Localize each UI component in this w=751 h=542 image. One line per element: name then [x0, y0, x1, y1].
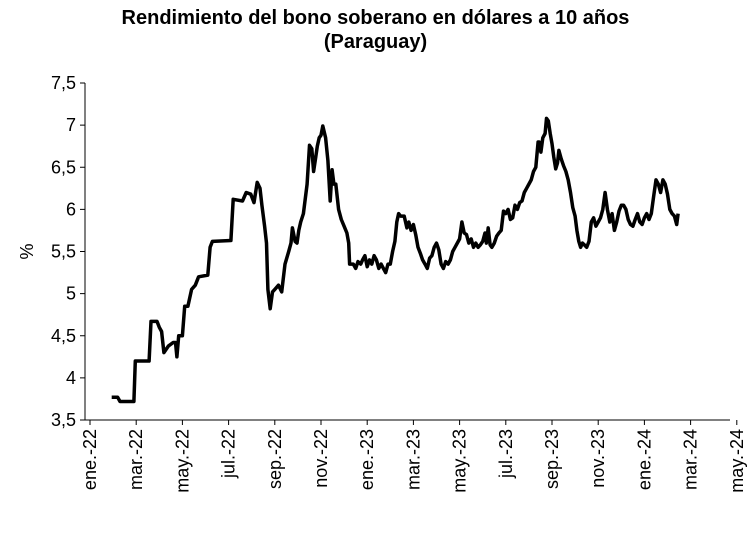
x-tick-label: may.-23 [450, 429, 470, 493]
x-axis-ticks: ene.-22 mar.-22 may.-22 jul.-22 sep.-22 nov.-… [80, 420, 747, 493]
chart-title-line: Rendimiento del bono soberano en dólares… [121, 7, 630, 29]
series-line [111, 116, 680, 404]
chart-subtitle-line: (Paraguay) [323, 31, 428, 53]
y-tick-label: 6,5 [51, 157, 76, 177]
x-tick-label: sep.-22 [265, 429, 285, 489]
y-tick-label: 5 [66, 284, 76, 304]
x-tick-label: ene.-23 [357, 429, 377, 490]
chart-title: Rendimiento del bono soberano en dólares… [0, 6, 751, 54]
x-tick-label: mar.-23 [403, 429, 423, 490]
x-tick-label: jul.-22 [219, 429, 239, 479]
y-tick-label: 4 [66, 368, 76, 388]
x-tick-label: mar.-24 [681, 429, 701, 490]
y-tick-label: 7 [66, 115, 76, 135]
x-tick-label: sep.-23 [542, 429, 562, 489]
x-tick-label: ene.-22 [80, 429, 100, 490]
x-tick-label: nov.-23 [588, 429, 608, 488]
y-tick-label: 4,5 [51, 326, 76, 346]
x-tick-label: jul.-23 [496, 429, 516, 479]
x-tick-label: nov.-22 [311, 429, 331, 488]
series-group [111, 116, 680, 404]
x-tick-label: may.-24 [727, 429, 747, 493]
y-axis-label: % [17, 243, 37, 259]
y-tick-label: 3,5 [51, 410, 76, 430]
y-tick-label: 5,5 [51, 242, 76, 262]
x-tick-label: ene.-24 [634, 429, 654, 490]
y-axis-ticks: 3,5 4 4,5 5 5,5 6 6,5 7 7,5 [51, 73, 85, 430]
y-tick-label: 6 [66, 199, 76, 219]
x-tick-label: mar.-22 [126, 429, 146, 490]
x-tick-label: may.-22 [172, 429, 192, 493]
y-tick-label: 7,5 [51, 73, 76, 93]
chart-axes [84, 83, 730, 421]
